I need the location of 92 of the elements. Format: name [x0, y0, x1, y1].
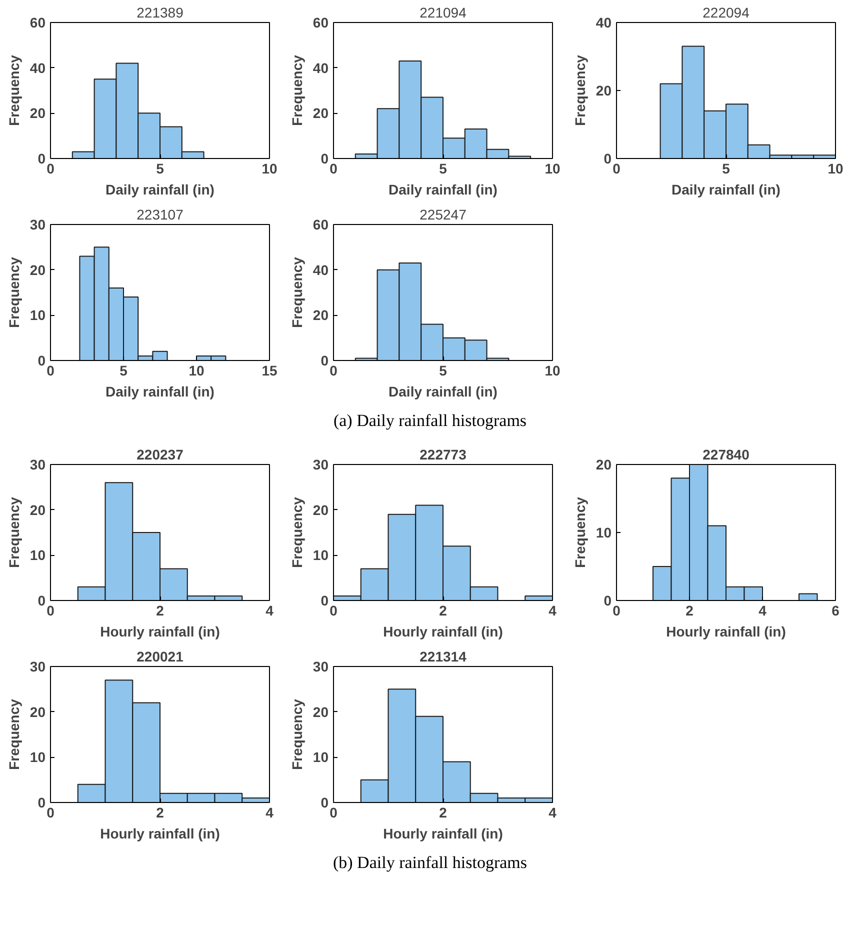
x-tick-label: 2 [439, 804, 448, 820]
chart-title: 221094 [420, 4, 467, 20]
y-tick-label: 30 [312, 456, 329, 472]
x-axis-title: Daily rainfall (in) [388, 182, 498, 198]
y-tick-label: 40 [30, 60, 46, 76]
y-tick-label: 10 [312, 547, 329, 564]
y-tick-label: 0 [38, 150, 46, 166]
y-tick-label: 60 [312, 14, 329, 30]
y-axis-title: Frequency [288, 54, 305, 126]
x-axis-title: Daily rainfall (in) [672, 182, 780, 198]
y-axis-title: Frequency [6, 698, 22, 770]
x-tick-label: 5 [120, 362, 128, 378]
x-tick-label: 5 [722, 160, 730, 176]
x-axis-title: Hourly rainfall (in) [666, 624, 786, 640]
x-axis-title: Hourly rainfall (in) [100, 624, 220, 640]
x-tick-label: 15 [262, 362, 278, 378]
y-axis-title: Frequency [6, 256, 22, 328]
x-axis-title: Hourly rainfall (in) [100, 826, 220, 842]
y-axis-title: Frequency [288, 496, 305, 568]
y-tick-label: 30 [30, 658, 46, 674]
y-tick-label: 0 [320, 150, 329, 166]
y-tick-label: 30 [30, 456, 46, 472]
y-tick-label: 30 [30, 216, 46, 232]
x-tick-label: 4 [548, 804, 557, 820]
y-tick-label: 0 [38, 352, 46, 368]
x-tick-label: 4 [266, 804, 274, 820]
y-axis-title: Frequency [288, 698, 305, 770]
y-tick-label: 20 [312, 105, 329, 122]
chart-title: 221314 [420, 648, 467, 664]
y-axis-title: Frequency [572, 54, 588, 126]
y-tick-label: 20 [30, 704, 46, 720]
y-tick-label: 10 [312, 749, 329, 766]
text: (a) Daily rainfall histograms [333, 410, 527, 432]
x-tick-label: 10 [828, 160, 844, 176]
chart-title: 221389 [136, 4, 184, 20]
x-axis-title: Daily rainfall (in) [106, 182, 214, 198]
y-tick-label: 0 [320, 352, 329, 368]
x-tick-label: 2 [439, 602, 448, 618]
y-tick-label: 20 [312, 502, 329, 518]
text: (b) Daily rainfall histograms [332, 852, 528, 874]
y-tick-label: 40 [312, 262, 329, 278]
chart-title: 220237 [136, 446, 184, 462]
x-tick-label: 10 [188, 362, 204, 378]
y-tick-label: 30 [312, 658, 329, 674]
x-tick-label: 5 [439, 362, 448, 378]
y-tick-label: 20 [30, 502, 46, 518]
x-tick-label: 2 [156, 804, 164, 820]
x-tick-label: 4 [266, 602, 274, 618]
y-tick-label: 0 [38, 592, 46, 608]
x-tick-label: 10 [262, 160, 278, 176]
x-tick-label: 4 [758, 602, 767, 618]
y-tick-label: 0 [604, 150, 612, 166]
y-tick-label: 0 [320, 592, 329, 608]
x-axis-title: Daily rainfall (in) [388, 384, 498, 400]
chart-title: 225247 [420, 206, 467, 222]
x-tick-label: 10 [544, 160, 560, 176]
chart-title: 222094 [702, 4, 750, 20]
x-tick-label: 2 [156, 602, 164, 618]
x-axis-title: Hourly rainfall (in) [383, 826, 503, 842]
y-axis-title: Frequency [6, 54, 22, 126]
x-tick-label: 6 [832, 602, 840, 618]
y-tick-label: 10 [596, 524, 612, 540]
y-tick-label: 60 [30, 14, 46, 30]
x-tick-label: 10 [544, 362, 560, 378]
y-axis-title: Frequency [6, 496, 22, 568]
x-axis-title: Daily rainfall (in) [106, 384, 214, 400]
y-tick-label: 0 [604, 592, 612, 608]
y-tick-label: 20 [312, 704, 329, 720]
chart-title: 222773 [420, 446, 467, 462]
y-tick-label: 10 [30, 307, 46, 324]
y-tick-label: 40 [312, 60, 329, 76]
y-tick-label: 10 [30, 547, 46, 564]
y-tick-label: 20 [312, 307, 329, 324]
y-axis-title: Frequency [572, 496, 588, 568]
x-tick-label: 2 [686, 602, 694, 618]
y-tick-label: 20 [30, 262, 46, 278]
y-tick-label: 0 [38, 794, 46, 810]
y-tick-label: 20 [596, 456, 612, 472]
y-tick-label: 20 [30, 105, 46, 122]
x-axis-title: Hourly rainfall (in) [383, 624, 503, 640]
x-tick-label: 5 [156, 160, 164, 176]
y-tick-label: 40 [596, 14, 612, 30]
chart-title: 220021 [136, 648, 184, 664]
y-axis-title: Frequency [288, 256, 305, 328]
y-tick-label: 0 [320, 794, 329, 810]
y-tick-label: 10 [30, 749, 46, 766]
chart-title: 223107 [136, 206, 184, 222]
y-tick-label: 60 [312, 216, 329, 232]
x-tick-label: 5 [439, 160, 448, 176]
y-tick-label: 20 [596, 82, 612, 98]
x-tick-label: 4 [548, 602, 557, 618]
chart-title: 227840 [702, 446, 750, 462]
